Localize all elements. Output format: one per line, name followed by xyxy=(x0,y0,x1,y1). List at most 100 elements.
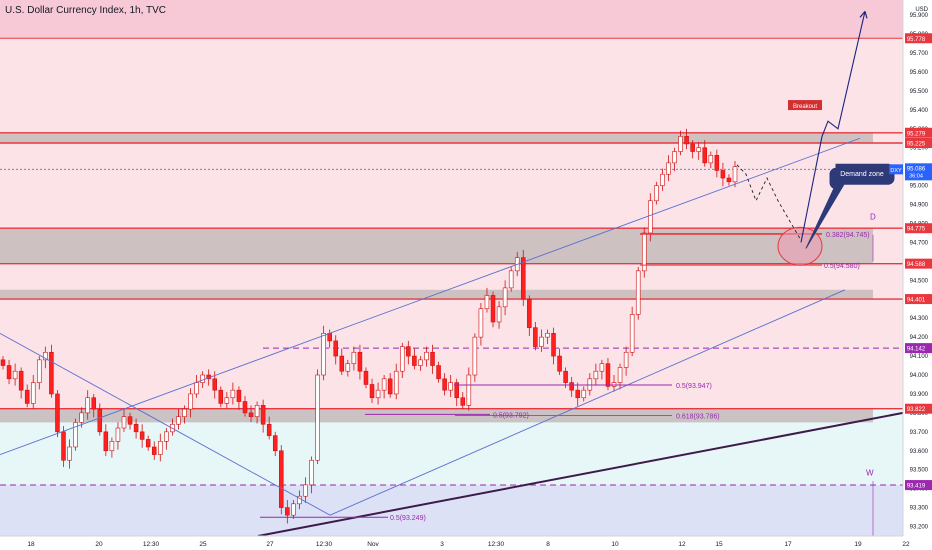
price-tag-text: 95.225 xyxy=(907,141,926,147)
candle-body xyxy=(194,382,199,395)
x-tick-label: 12:30 xyxy=(143,541,160,548)
candle-body xyxy=(406,346,411,357)
x-tick-label: 12:30 xyxy=(316,541,333,548)
candle-body xyxy=(176,416,181,425)
candle-body xyxy=(412,355,417,366)
candle-body xyxy=(702,147,708,164)
candle-body xyxy=(285,507,290,516)
candle-body xyxy=(279,450,284,508)
breakout-badge xyxy=(788,100,822,111)
candle-body xyxy=(460,397,466,406)
y-tick-label: 94.300 xyxy=(910,316,929,322)
candle-body xyxy=(424,351,429,361)
candle-body xyxy=(672,151,677,164)
candle-body xyxy=(321,333,326,376)
x-tick-label: 27 xyxy=(266,541,274,548)
candle-body xyxy=(133,423,139,433)
candle-body xyxy=(49,351,54,395)
candle-body xyxy=(502,287,508,308)
y-tick-label: 95.500 xyxy=(910,89,929,95)
x-tick-label: 19 xyxy=(854,541,862,548)
zone-supply-zone xyxy=(0,0,903,39)
candle-body xyxy=(73,422,78,448)
fib-label: 0.5(94.580) xyxy=(824,263,860,270)
x-tick-label: 10 xyxy=(611,541,619,548)
x-tick-label: 12:30 xyxy=(488,541,505,548)
candle-body xyxy=(55,393,60,433)
y-tick-label: 93.200 xyxy=(910,525,929,531)
candle-body xyxy=(266,423,272,436)
countdown-text: 36:04 xyxy=(909,173,923,179)
candle-body xyxy=(103,431,109,452)
candle-body xyxy=(708,155,714,164)
candle-body xyxy=(605,363,611,387)
candle-body xyxy=(545,333,550,338)
x-tick-label: 25 xyxy=(199,541,207,548)
y-tick-label: 94.000 xyxy=(910,373,929,379)
axis-currency: USD xyxy=(915,7,928,13)
candle-body xyxy=(641,232,647,272)
y-tick-label: 94.900 xyxy=(910,203,929,209)
price-tag-text: 93.822 xyxy=(907,407,926,413)
candle-body xyxy=(654,185,659,202)
candle-body xyxy=(0,359,6,366)
candle-body xyxy=(690,143,695,152)
candle-body xyxy=(527,298,532,328)
price-tag-93.419 xyxy=(905,480,932,491)
symbol-tag-text: DXY xyxy=(890,168,902,174)
price-axis-background xyxy=(903,0,932,550)
candle-body xyxy=(303,484,308,497)
candle-body xyxy=(151,446,157,455)
candle-body xyxy=(345,363,351,372)
price-tag-95.778 xyxy=(905,33,932,44)
chart-title: U.S. Dollar Currency Index, 1h, TVC xyxy=(5,5,166,16)
candle-body xyxy=(182,408,187,417)
candle-body xyxy=(466,374,472,406)
candle-body xyxy=(254,405,260,417)
candle-body xyxy=(430,351,435,366)
candle-body xyxy=(418,359,423,366)
candle-body xyxy=(164,431,169,442)
candle-body xyxy=(24,389,30,404)
candle-body xyxy=(666,162,671,175)
candle-body xyxy=(158,441,163,455)
breakout-label: Breakout xyxy=(793,104,817,110)
projected-path xyxy=(800,11,866,243)
x-tick-label: 22 xyxy=(902,541,910,548)
candle-body xyxy=(381,378,387,391)
candle-body xyxy=(629,314,635,353)
w-label: W xyxy=(866,468,874,477)
candle-body xyxy=(37,359,42,383)
candle-body xyxy=(218,389,224,404)
candle-body xyxy=(109,441,115,452)
current-price-tag xyxy=(905,163,932,181)
x-tick-label: 18 xyxy=(27,541,35,548)
candle-body xyxy=(200,374,205,383)
candle-body xyxy=(393,370,399,395)
candle-body xyxy=(6,365,12,380)
upper-channel-line xyxy=(0,137,861,455)
x-tick-label: Nov xyxy=(367,541,379,548)
candle-body xyxy=(230,389,236,399)
candle-body xyxy=(587,378,593,391)
price-tag-93.822 xyxy=(905,403,932,414)
y-tick-label: 95.900 xyxy=(910,13,929,19)
candle-body xyxy=(551,333,556,357)
candle-body xyxy=(115,427,121,442)
lower-channel-line xyxy=(329,289,846,516)
candle-body xyxy=(678,136,683,152)
candle-body xyxy=(442,378,447,391)
candle-body xyxy=(478,308,484,338)
candle-body xyxy=(436,365,441,380)
y-tick-label: 93.900 xyxy=(910,392,929,398)
fib-label: 0.5(93.792) xyxy=(493,412,529,419)
candle-body xyxy=(472,336,478,376)
candle-body xyxy=(333,340,338,357)
candle-body xyxy=(726,177,732,183)
candle-body xyxy=(291,503,296,516)
candle-body xyxy=(357,351,363,372)
candle-body xyxy=(490,295,496,323)
time-axis-background xyxy=(0,536,932,550)
